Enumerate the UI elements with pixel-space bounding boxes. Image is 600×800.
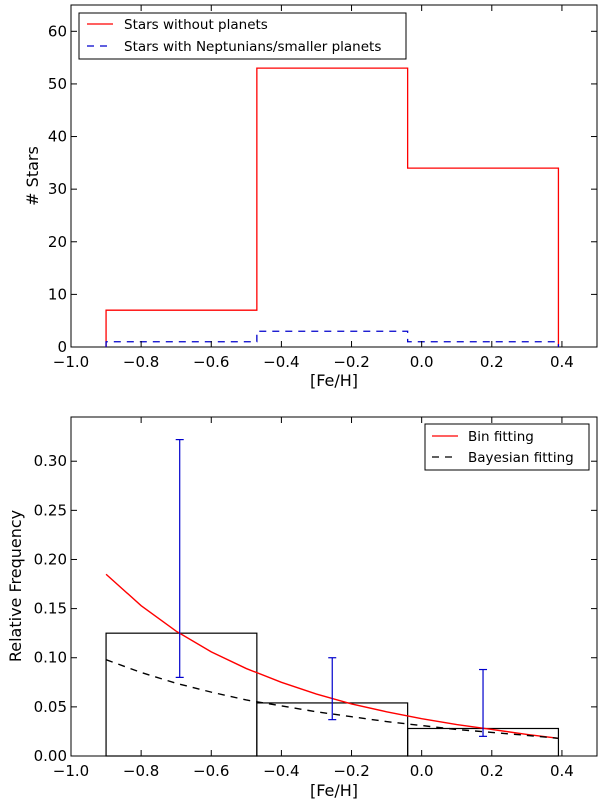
- bottom-x-axis-label: [Fe/H]: [310, 781, 358, 800]
- legend-label-stars-with-neptunians: Stars with Neptunians/smaller planets: [124, 39, 381, 55]
- top-x-axis-label: [Fe/H]: [310, 371, 358, 390]
- x-tick-label: −0.2: [333, 762, 369, 780]
- top-legend-box: [78, 12, 407, 60]
- y-tick-label: 0.05: [34, 698, 67, 716]
- x-tick-label: 0.2: [480, 353, 504, 371]
- x-tick-label: −1.0: [53, 762, 89, 780]
- bottom-frequency-panel: −1.0 −0.8 −0.6 −0.4 −0.2 0.0 0.2 0.4 0.00 0.05 0.1…: [6, 416, 598, 800]
- y-tick-label: 20: [48, 233, 67, 251]
- top-legend: Stars without planets Stars with Neptuni…: [78, 12, 407, 60]
- x-tick-label: −0.8: [123, 353, 159, 371]
- top-axis-ticks: −1.0 −0.8 −0.6 −0.4 −0.2 0.0 0.2 0.4 0 10 20 30 40 50…: [48, 5, 597, 371]
- x-tick-label: −0.6: [193, 762, 229, 780]
- bottom-y-axis-label: Relative Frequency: [6, 510, 25, 662]
- frequency-bar: [105, 632, 258, 757]
- y-tick-label: 0.15: [34, 600, 67, 618]
- x-tick-label: 0.4: [550, 353, 574, 371]
- bottom-legend: Bin fitting Bayesian fitting: [424, 423, 590, 471]
- x-tick-label: 0.0: [410, 762, 434, 780]
- y-tick-label: 0: [57, 338, 67, 356]
- x-tick-label: −0.2: [333, 353, 369, 371]
- y-tick-label: 0.25: [34, 501, 67, 519]
- y-tick-label: 0.00: [34, 747, 67, 765]
- bottom-axis-ticks: −1.0 −0.8 −0.6 −0.4 −0.2 0.0 0.2 0.4 0.00 0.05 0.1…: [34, 417, 597, 780]
- y-tick-label: 0.30: [34, 452, 67, 470]
- legend-label-bin-fitting: Bin fitting: [468, 429, 534, 445]
- bottom-legend-box: [424, 423, 590, 471]
- bayesian-fitting-curve: [105, 659, 559, 740]
- x-tick-label: −0.4: [263, 353, 299, 371]
- legend-label-stars-without-planets: Stars without planets: [124, 17, 268, 33]
- x-tick-label: −0.6: [193, 353, 229, 371]
- error-bar: [479, 668, 488, 737]
- top-histogram-panel: −1.0 −0.8 −0.6 −0.4 −0.2 0.0 0.2 0.4 0 10 20 30 40 50…: [23, 4, 598, 390]
- top-y-axis-label: # Stars: [23, 146, 42, 206]
- x-tick-label: 0.2: [480, 762, 504, 780]
- top-histogram-marks: [105, 67, 560, 347]
- x-tick-label: 0.0: [410, 353, 434, 371]
- error-bar: [328, 657, 337, 721]
- x-tick-label: −1.0: [53, 353, 89, 371]
- y-tick-label: 40: [48, 128, 67, 146]
- top-axes-frame: [70, 4, 598, 348]
- y-tick-label: 0.20: [34, 550, 67, 568]
- histogram-stars-without-planets: [105, 67, 560, 347]
- histogram-stars-with-neptunians: [105, 330, 560, 347]
- x-tick-label: −0.8: [123, 762, 159, 780]
- y-tick-label: 60: [48, 22, 67, 40]
- bin-fitting-curve: [105, 573, 559, 740]
- y-tick-label: 0.10: [34, 649, 67, 667]
- x-tick-label: −0.4: [263, 762, 299, 780]
- legend-label-bayesian-fitting: Bayesian fitting: [468, 450, 574, 466]
- y-tick-label: 30: [48, 180, 67, 198]
- x-tick-label: 0.4: [550, 762, 574, 780]
- error-bar: [175, 439, 184, 678]
- y-tick-label: 50: [48, 75, 67, 93]
- y-tick-label: 10: [48, 285, 67, 303]
- bottom-chart-marks: [105, 439, 560, 757]
